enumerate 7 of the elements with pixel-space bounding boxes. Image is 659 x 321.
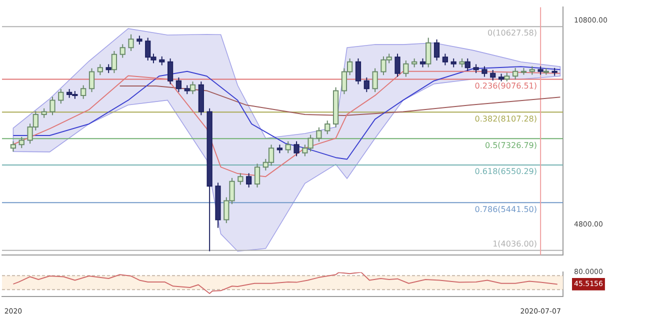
ref-line-label: 0.236(9076.51) <box>474 81 538 90</box>
ref-line-label: 0.786(5441.50) <box>474 204 538 214</box>
ref-line-label: 0(10627.58) <box>487 28 538 38</box>
ref-line-label: 0.382(8107.28) <box>474 114 538 124</box>
ref-line-label: 0.618(6550.29) <box>474 167 538 176</box>
ref-line-label: 1(4036.00) <box>492 239 538 248</box>
ref-line-label: 0.5(7326.79) <box>484 140 537 150</box>
